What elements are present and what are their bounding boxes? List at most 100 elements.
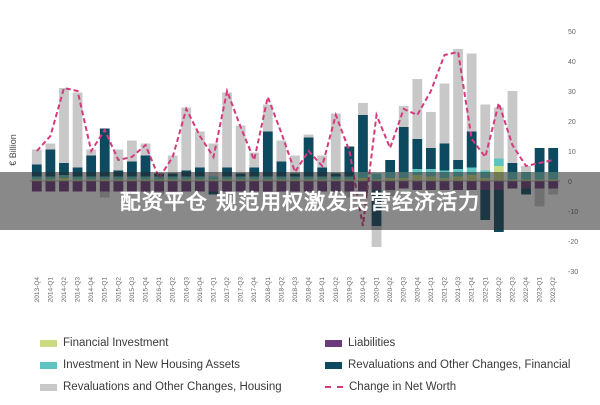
bar-revaluations-and-other-changes-housing — [493, 107, 504, 159]
bar-revaluations-and-other-changes-housing — [412, 79, 423, 139]
x-tick-label: 2020-Q4 — [414, 277, 421, 303]
overlay-banner: 配资平仓 规范用权激发民营经济活力 — [0, 172, 600, 230]
x-tick-label: 2015-Q1 — [102, 277, 109, 303]
bar-revaluations-and-other-changes-housing — [290, 155, 300, 174]
legend-item-investment-in-new-housing-assets: Investment in New Housing Assets — [40, 358, 325, 372]
x-tick-label: 2019-Q4 — [360, 277, 367, 303]
bar-revaluations-and-other-changes-housing — [398, 106, 409, 127]
x-tick-label: 2016-Q3 — [183, 277, 190, 303]
bar-revaluations-and-other-changes-housing — [439, 83, 450, 144]
bar-revaluations-and-other-changes-housing — [45, 143, 56, 150]
bar-revaluations-and-other-changes-housing — [222, 92, 232, 168]
x-tick-label: 2019-Q3 — [346, 277, 353, 303]
x-tick-label: 2023-Q1 — [537, 277, 544, 303]
bar-revaluations-and-other-changes-housing — [194, 131, 205, 168]
legend-item-revaluations-and-other-changes-housing: Revaluations and Other Changes, Housing — [40, 380, 325, 394]
bar-revaluations-and-other-changes-financial — [45, 149, 56, 177]
bar-revaluations-and-other-changes-financial — [86, 155, 97, 177]
bar-revaluations-and-other-changes-housing — [317, 155, 328, 168]
bar-investment-in-new-housing-assets — [466, 167, 477, 175]
bar-revaluations-and-other-changes-housing — [276, 140, 287, 162]
x-tick-label: 2021-Q1 — [428, 277, 435, 303]
bar-investment-in-new-housing-assets — [493, 158, 504, 166]
legend-item-change-in-net-worth: Change in Net Worth — [325, 380, 600, 394]
legend-item-liabilities: Liabilities — [325, 336, 600, 350]
x-tick-label: 2014-Q4 — [88, 277, 95, 303]
x-tick-label: 2018-Q4 — [306, 277, 313, 303]
x-tick-label: 2022-Q3 — [509, 277, 516, 303]
bar-revaluations-and-other-changes-financial — [140, 155, 151, 177]
bar-revaluations-and-other-changes-financial — [466, 131, 477, 168]
y-tick-label: 10 — [568, 149, 576, 156]
x-tick-label: 2022-Q2 — [496, 277, 503, 303]
x-tick-label: 2015-Q3 — [129, 277, 136, 303]
bar-revaluations-and-other-changes-financial — [398, 127, 409, 172]
bar-revaluations-and-other-changes-financial — [344, 146, 355, 177]
banner-title: 配资平仓 规范用权激发民营经济活力 — [119, 190, 481, 214]
bar-revaluations-and-other-changes-financial — [262, 131, 273, 177]
bar-revaluations-and-other-changes-housing — [262, 104, 273, 132]
x-tick-label: 2020-Q3 — [401, 277, 408, 303]
x-tick-label: 2021-Q4 — [469, 277, 476, 303]
x-tick-label: 2020-Q2 — [387, 277, 394, 303]
bar-revaluations-and-other-changes-financial — [127, 161, 137, 177]
bar-revaluations-and-other-changes-housing — [208, 143, 219, 177]
legend-label: Investment in New Housing Assets — [63, 359, 241, 371]
x-tick-label: 2016-Q1 — [156, 277, 163, 303]
y-axis-label: € Billion — [8, 134, 18, 166]
legend-swatch — [40, 383, 57, 391]
x-tick-label: 2016-Q4 — [197, 277, 204, 303]
x-tick-label: 2022-Q4 — [523, 277, 530, 303]
bar-revaluations-and-other-changes-housing — [127, 140, 137, 162]
bar-revaluations-and-other-changes-financial — [276, 161, 287, 177]
bar-revaluations-and-other-changes-financial — [303, 137, 314, 177]
legend-item-revaluations-and-other-changes-financial: Revaluations and Other Changes, Financia… — [325, 358, 600, 372]
legend-swatch — [325, 339, 342, 347]
legend-swatch — [325, 386, 343, 388]
x-tick-label: 2017-Q3 — [238, 277, 245, 303]
bar-revaluations-and-other-changes-financial — [548, 148, 559, 172]
x-tick-label: 2018-Q3 — [292, 277, 299, 303]
bar-revaluations-and-other-changes-housing — [167, 155, 178, 174]
y-tick-label: -30 — [568, 269, 578, 276]
bar-revaluations-and-other-changes-financial — [31, 164, 42, 177]
y-tick-label: 40 — [568, 59, 576, 66]
bar-revaluations-and-other-changes-financial — [59, 163, 69, 175]
y-tick-label: 50 — [568, 29, 576, 36]
legend-swatch — [325, 361, 342, 369]
bar-revaluations-and-other-changes-financial — [507, 163, 518, 172]
x-tick-label: 2019-Q2 — [333, 277, 340, 303]
x-tick-label: 2014-Q2 — [61, 277, 68, 303]
bar-revaluations-and-other-changes-housing — [303, 134, 314, 138]
bar-revaluations-and-other-changes-housing — [426, 112, 436, 148]
legend-label: Revaluations and Other Changes, Housing — [63, 381, 282, 393]
x-tick-label: 2017-Q1 — [210, 277, 217, 303]
x-tick-label: 2021-Q2 — [441, 277, 448, 303]
x-tick-label: 2014-Q1 — [47, 277, 54, 303]
bar-revaluations-and-other-changes-housing — [72, 92, 83, 168]
bar-revaluations-and-other-changes-housing — [371, 226, 382, 247]
x-tick-label: 2015-Q4 — [143, 277, 150, 303]
bar-revaluations-and-other-changes-financial — [534, 148, 545, 172]
y-tick-label: -20 — [568, 239, 578, 246]
legend-item-financial-investment: Financial Investment — [40, 336, 325, 350]
bar-revaluations-and-other-changes-housing — [507, 91, 518, 163]
x-tick-label: 2023-Q2 — [550, 277, 557, 303]
legend-label: Revaluations and Other Changes, Financia… — [348, 359, 571, 371]
bar-revaluations-and-other-changes-housing — [521, 166, 531, 172]
legend-swatch — [40, 339, 57, 347]
x-tick-label: 2021-Q3 — [455, 277, 462, 303]
line-change-in-net-worth — [36, 50, 554, 227]
y-tick-label: 30 — [568, 89, 576, 96]
bar-revaluations-and-other-changes-housing — [181, 107, 192, 171]
legend-swatch — [40, 361, 57, 369]
bar-revaluations-and-other-changes-housing — [31, 149, 42, 165]
x-tick-label: 2019-Q1 — [319, 277, 326, 303]
x-tick-label: 2022-Q1 — [482, 277, 489, 303]
bar-revaluations-and-other-changes-housing — [330, 113, 341, 174]
x-tick-label: 2013-Q4 — [34, 277, 41, 303]
legend-label: Liabilities — [348, 337, 396, 349]
bar-revaluations-and-other-changes-housing — [466, 53, 477, 132]
bar-revaluations-and-other-changes-financial — [99, 128, 110, 177]
bar-revaluations-and-other-changes-financial — [358, 115, 368, 172]
